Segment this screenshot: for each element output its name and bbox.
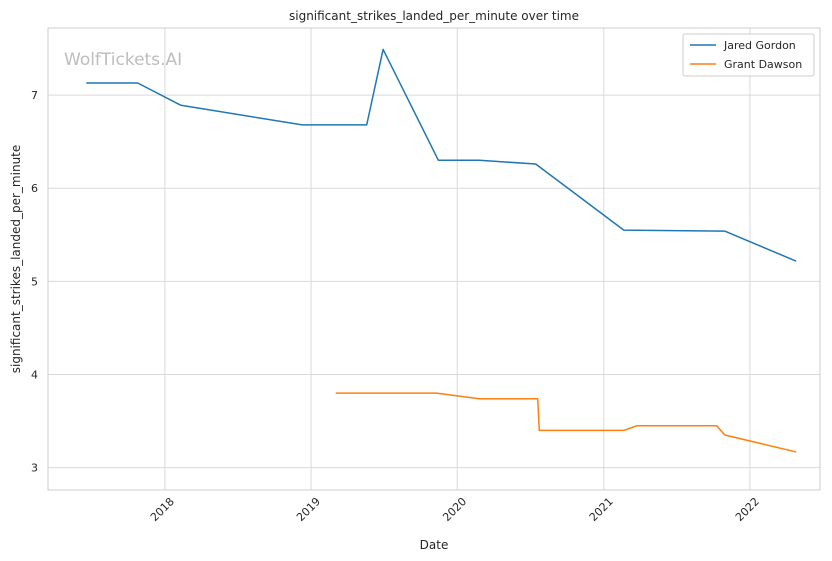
legend: Jared Gordon Grant Dawson [682,33,815,77]
y-tick-label-6: 6 [31,182,38,195]
y-axis-ticks: 3 4 5 6 7 [31,89,38,475]
series-line-grant-dawson [335,392,797,453]
plot-area-background [48,28,820,490]
legend-label-grant-dawson: Grant Dawson [724,58,802,71]
y-tick-label-7: 7 [31,89,38,102]
series-line-jared-gordon [86,48,797,262]
plot-frame [47,27,821,491]
y-tick-label-4: 4 [31,369,38,382]
series-layer [86,48,797,453]
watermark: WolfTickets.AI [64,50,182,70]
x-axis-title: Date [420,538,449,552]
y-axis-title: significant_strikes_landed_per_minute [9,145,23,374]
grid-lines [48,28,820,490]
chart-title: significant_strikes_landed_per_minute ov… [289,9,579,23]
y-tick-label-5: 5 [31,275,38,288]
legend-label-jared-gordon: Jared Gordon [723,39,796,52]
y-tick-label-3: 3 [31,462,38,475]
